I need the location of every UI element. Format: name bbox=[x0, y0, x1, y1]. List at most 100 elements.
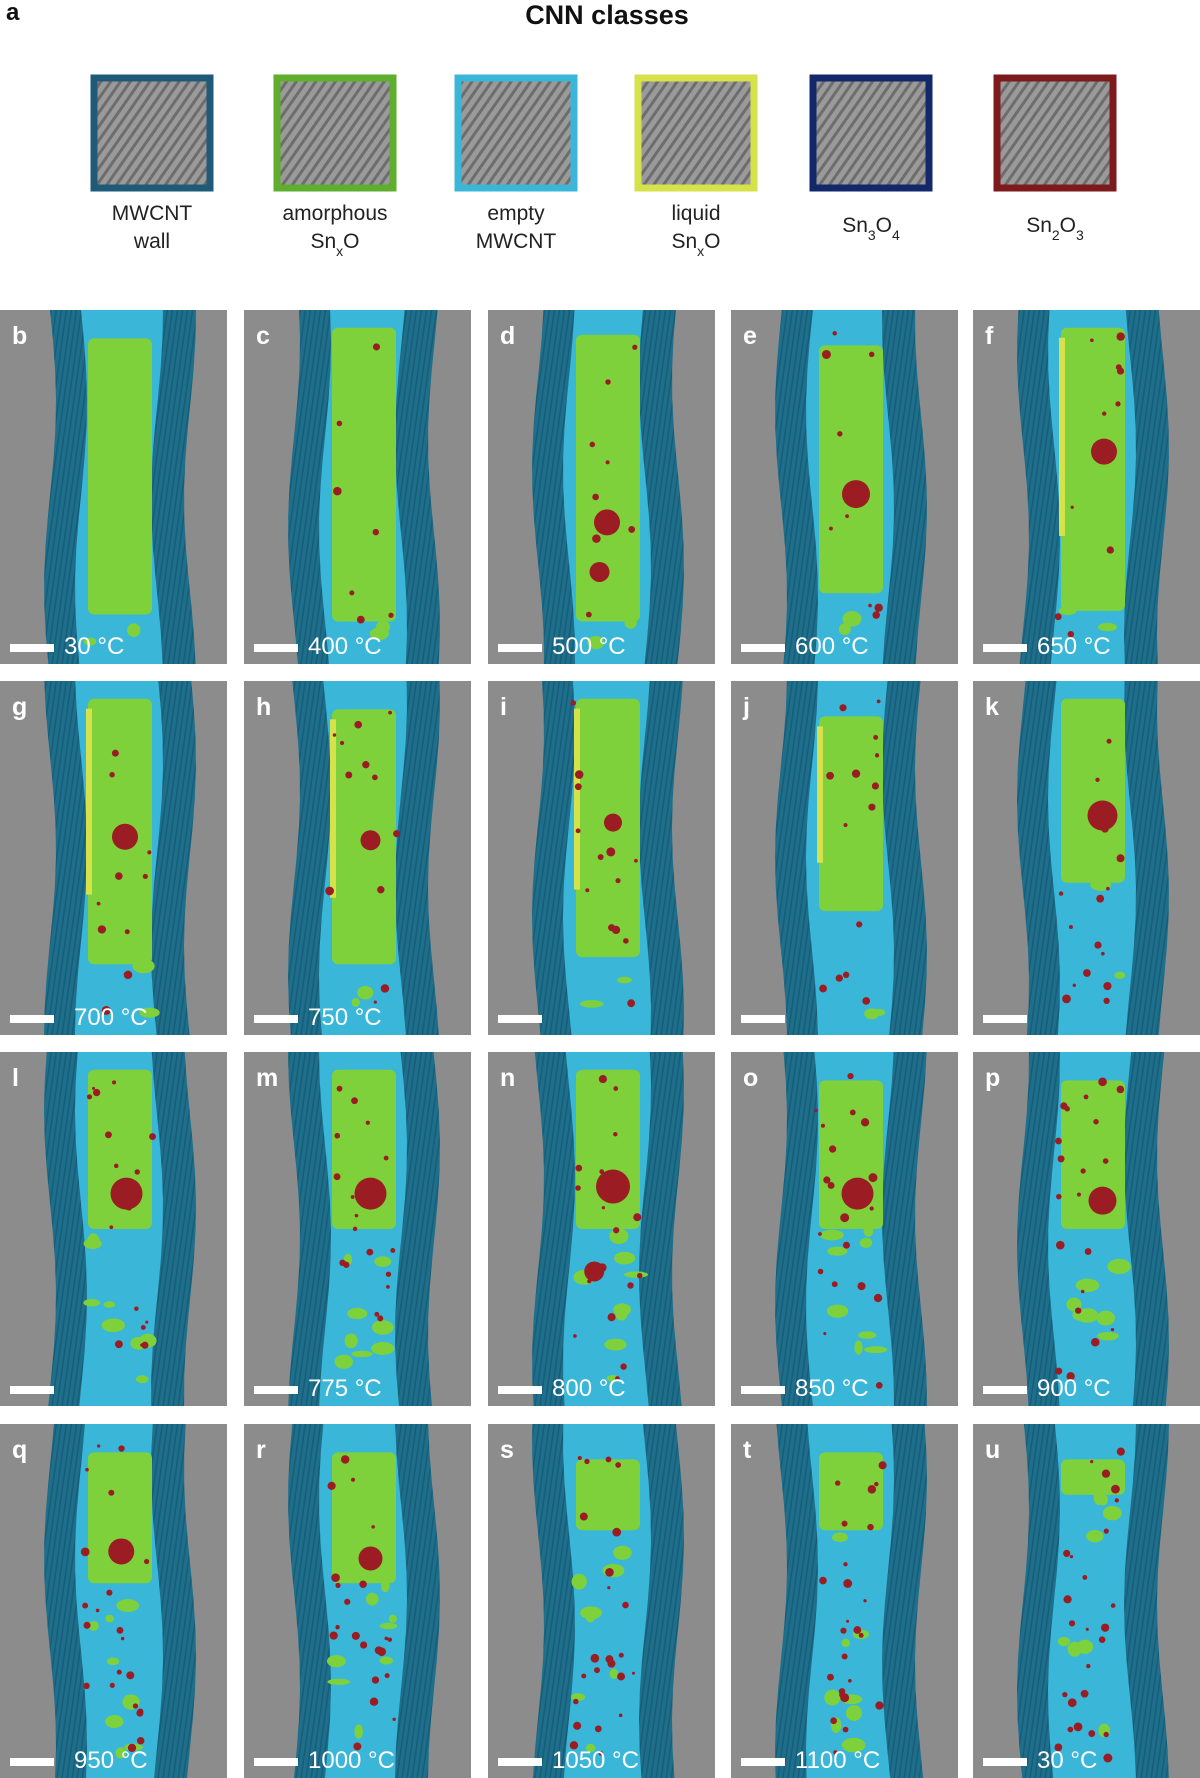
oxide-speck bbox=[845, 514, 849, 519]
oxide-speck bbox=[875, 1701, 884, 1710]
green-patch bbox=[105, 1715, 124, 1728]
oxide-speck bbox=[109, 1225, 114, 1230]
oxide-speck bbox=[384, 1673, 390, 1679]
green-patch bbox=[1096, 1310, 1115, 1326]
green-patch bbox=[105, 1614, 114, 1623]
class-swatch-image bbox=[809, 74, 933, 192]
oxide-speck bbox=[605, 460, 610, 465]
temperature-label: 750 °C bbox=[308, 1004, 382, 1031]
green-patch bbox=[1090, 878, 1112, 891]
oxide-speck bbox=[584, 1458, 590, 1465]
oxide-speck bbox=[574, 783, 582, 791]
oxide-speck bbox=[114, 1340, 123, 1349]
class-item: Sn2O3 bbox=[993, 74, 1117, 243]
oxide-speck bbox=[374, 1311, 380, 1317]
tube-wall bbox=[150, 681, 196, 1035]
oxide-speck bbox=[579, 1512, 588, 1521]
oxide-speck bbox=[365, 1120, 370, 1125]
green-patch bbox=[613, 1545, 632, 1560]
oxide-speck bbox=[373, 1000, 377, 1004]
temperature-label: 1100 °C bbox=[795, 1747, 880, 1774]
class-label: SnxO bbox=[310, 230, 359, 259]
oxide-speck bbox=[108, 1489, 115, 1496]
oxide-speck bbox=[860, 1118, 870, 1127]
tube-wall bbox=[394, 1052, 440, 1406]
green-patch bbox=[365, 1592, 379, 1606]
class-item: amorphous SnxO bbox=[273, 74, 397, 259]
oxide-speck bbox=[598, 1075, 607, 1084]
oxide-speck bbox=[393, 830, 401, 838]
green-patch bbox=[354, 1724, 363, 1739]
oxide-speck bbox=[1063, 1549, 1071, 1558]
panel: q 950 °C bbox=[0, 1424, 227, 1778]
oxide-speck bbox=[876, 699, 881, 704]
oxide-speck bbox=[1101, 1469, 1111, 1478]
panel: h 750 °C bbox=[244, 681, 471, 1035]
green-patch bbox=[83, 637, 97, 646]
oxide-speck bbox=[1106, 546, 1114, 554]
oxide-speck bbox=[1091, 1337, 1100, 1347]
oxide-speck bbox=[390, 1248, 396, 1253]
panel-letter: k bbox=[985, 693, 999, 721]
oxide-speck bbox=[590, 1653, 600, 1663]
green-patch bbox=[604, 1338, 627, 1351]
oxide-speck bbox=[842, 1726, 849, 1733]
oxide-speck bbox=[127, 1743, 137, 1753]
panel: i bbox=[488, 681, 715, 1035]
oxide-speck bbox=[573, 1698, 579, 1705]
oxide-speck bbox=[1083, 969, 1091, 977]
oxide-speck bbox=[105, 1131, 112, 1139]
green-patch bbox=[135, 1375, 149, 1384]
panel-letter: h bbox=[256, 693, 271, 721]
oxide-speck bbox=[826, 771, 834, 780]
oxide-speck bbox=[126, 1671, 135, 1680]
tube-wall bbox=[150, 310, 196, 664]
class-swatch-image bbox=[993, 74, 1117, 192]
tube-wall bbox=[44, 1052, 88, 1406]
green-patch bbox=[1058, 606, 1077, 616]
tube-wall bbox=[532, 310, 576, 664]
panel: t 1100 °C bbox=[731, 1424, 958, 1778]
panel-letter: o bbox=[743, 1064, 758, 1092]
green-region bbox=[576, 334, 640, 622]
temperature-label: 30 °C bbox=[64, 633, 124, 660]
class-swatch-image bbox=[273, 74, 397, 192]
green-patch bbox=[376, 620, 390, 634]
oxide-speck bbox=[1056, 1240, 1065, 1250]
oxide-speck bbox=[575, 1185, 581, 1191]
liquid-edge bbox=[86, 708, 92, 895]
oxide-speck bbox=[627, 1282, 634, 1289]
tube-wall bbox=[532, 681, 576, 1035]
green-patch bbox=[357, 985, 374, 1000]
oxide-speck bbox=[1094, 941, 1102, 949]
oxide-speck bbox=[1098, 1636, 1106, 1643]
oxide-speck bbox=[834, 1480, 841, 1486]
green-patch bbox=[1076, 1639, 1094, 1654]
green-patch bbox=[827, 1246, 848, 1256]
oxide-speck bbox=[352, 1226, 358, 1232]
oxide-speck bbox=[83, 1621, 91, 1629]
label-part: MWCNT bbox=[112, 202, 193, 225]
liquid-edge bbox=[1059, 337, 1065, 536]
oxide-speck bbox=[606, 847, 616, 857]
panel-letter: l bbox=[12, 1064, 19, 1092]
green-patch bbox=[344, 1333, 358, 1349]
oxide-speck bbox=[573, 1334, 577, 1338]
tube-wall bbox=[775, 310, 819, 664]
tube-wall bbox=[394, 1424, 440, 1778]
oxide-speck bbox=[605, 379, 611, 385]
temperature-label: 1050 °C bbox=[552, 1747, 639, 1774]
label-part: MWCNT bbox=[476, 230, 557, 253]
oxide-speck bbox=[869, 1206, 874, 1211]
green-patch bbox=[351, 997, 360, 1007]
green-region bbox=[819, 1452, 883, 1531]
oxide-speck bbox=[1068, 1620, 1076, 1627]
panel-letter: u bbox=[985, 1436, 1000, 1464]
oxide-speck bbox=[1084, 1248, 1092, 1255]
oxide-speck bbox=[125, 1204, 133, 1211]
oxide-speck bbox=[827, 1181, 835, 1189]
panel: m 775 °C bbox=[244, 1052, 471, 1406]
oxide-speck bbox=[1067, 630, 1074, 638]
oxide-speck bbox=[842, 1241, 850, 1249]
